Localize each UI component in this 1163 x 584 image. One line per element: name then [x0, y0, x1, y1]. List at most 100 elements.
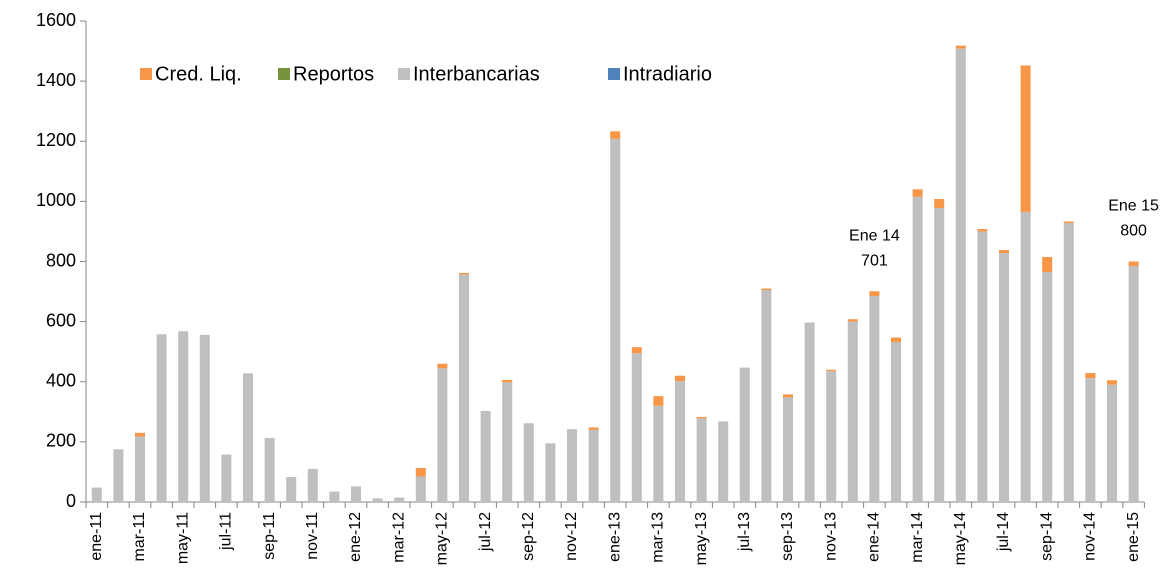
- bar-segment: [739, 367, 750, 502]
- bar-segment: [631, 353, 642, 502]
- bar-segment: [826, 371, 837, 502]
- x-tick-label: mar-14: [909, 512, 926, 563]
- bar-segment: [977, 229, 988, 232]
- bar-segment: [761, 290, 772, 502]
- bar-segment: [1042, 256, 1053, 273]
- bar-segment: [1063, 221, 1074, 224]
- bar-segment: [675, 375, 685, 382]
- bar-segment: [1063, 223, 1074, 502]
- bar-segment: [847, 321, 858, 502]
- x-tick-label: jul-11: [218, 512, 235, 551]
- y-tick-label: 200: [46, 431, 76, 451]
- bar-segment: [783, 397, 793, 502]
- bar-segment: [804, 322, 815, 502]
- bar-segment: [977, 231, 988, 502]
- legend-label: Intradiario: [623, 63, 712, 85]
- y-tick-label: 1200: [36, 130, 76, 150]
- bar-segment: [696, 418, 707, 502]
- bar-segment: [653, 396, 664, 406]
- bar-segment: [135, 432, 145, 437]
- bar-segment: [761, 288, 772, 291]
- x-tick-label: sep-13: [779, 512, 796, 561]
- bar-segment: [1107, 384, 1117, 502]
- bar-segment: [437, 363, 448, 369]
- bar-segment: [999, 253, 1009, 502]
- bar-segment: [351, 486, 361, 502]
- bar-segment: [243, 373, 253, 502]
- legend-swatch: [278, 68, 290, 80]
- bar-segment: [783, 394, 793, 398]
- legend-swatch: [140, 68, 152, 80]
- legend-swatch: [608, 68, 620, 80]
- bar-segment: [523, 423, 534, 502]
- y-tick-label: 0: [66, 491, 76, 511]
- bar-segment: [891, 342, 901, 502]
- x-tick-label: jul-13: [736, 512, 753, 552]
- x-tick-label: ene-15: [1125, 512, 1142, 562]
- x-tick-label: mar-13: [650, 512, 667, 563]
- bar-segment: [91, 487, 102, 502]
- bar-segment: [1042, 272, 1053, 502]
- x-tick-label: nov-14: [1082, 512, 1099, 561]
- annotation-label: Ene 14: [849, 227, 900, 244]
- bar-segment: [1128, 261, 1139, 267]
- annotation-label: Ene 15: [1108, 198, 1159, 215]
- x-tick-label: ene-13: [606, 512, 623, 562]
- y-tick-label: 1600: [36, 10, 76, 30]
- bar-segment: [999, 250, 1009, 254]
- bar-segment: [955, 45, 966, 49]
- bar-segment: [415, 468, 426, 477]
- bar-segment: [567, 429, 577, 502]
- bar-segment: [307, 468, 318, 502]
- bar-segment: [934, 198, 945, 208]
- bar-segment: [545, 443, 556, 502]
- bar-segment: [372, 498, 383, 502]
- bar-segment: [1107, 380, 1117, 385]
- bar-segment: [696, 416, 707, 419]
- bar-segment: [610, 131, 621, 139]
- bar-segment: [156, 334, 167, 502]
- y-tick-label: 1000: [36, 190, 76, 210]
- x-tick-label: nov-11: [304, 512, 321, 560]
- y-tick-label: 800: [46, 250, 76, 270]
- bar-segment: [459, 274, 469, 502]
- bar-segment: [394, 497, 405, 502]
- bar-segment: [934, 207, 945, 502]
- bar-segment: [1085, 373, 1096, 379]
- x-tick-label: sep-14: [1038, 512, 1055, 561]
- bar-segment: [480, 410, 491, 502]
- y-tick-label: 1400: [36, 70, 76, 90]
- x-tick-label: ene-14: [866, 512, 883, 562]
- legend-label: Interbancarias: [413, 63, 540, 85]
- bar-segment: [264, 437, 275, 502]
- x-tick-label: may-13: [693, 512, 710, 565]
- bar-segment: [718, 421, 729, 502]
- y-tick-label: 600: [46, 310, 76, 330]
- bar-segment: [178, 331, 189, 502]
- bar-segment: [610, 138, 621, 502]
- bar-segment: [912, 196, 923, 502]
- x-tick-label: sep-11: [261, 512, 278, 560]
- annotation-value: 701: [861, 252, 888, 269]
- bar-segment: [847, 319, 858, 322]
- bar-segment: [653, 405, 664, 502]
- bar-segment: [286, 477, 297, 502]
- bar-segment: [502, 379, 513, 383]
- bar-segment: [135, 436, 145, 502]
- x-tick-label: nov-12: [563, 512, 580, 561]
- bar-segment: [891, 337, 901, 343]
- bar-segment: [437, 368, 448, 502]
- bar-segment: [588, 429, 599, 502]
- bar-segment: [1128, 266, 1139, 502]
- annotation-value: 800: [1120, 223, 1147, 240]
- bar-segment: [199, 334, 210, 502]
- x-tick-label: mar-12: [390, 512, 407, 563]
- bar-segment: [1020, 65, 1031, 212]
- x-tick-label: may-11: [174, 512, 191, 564]
- x-tick-label: ene-11: [88, 512, 105, 561]
- x-tick-label: may-12: [434, 512, 451, 565]
- bar-segment: [631, 347, 642, 354]
- bar-segment: [221, 454, 232, 502]
- x-tick-label: nov-13: [822, 512, 839, 561]
